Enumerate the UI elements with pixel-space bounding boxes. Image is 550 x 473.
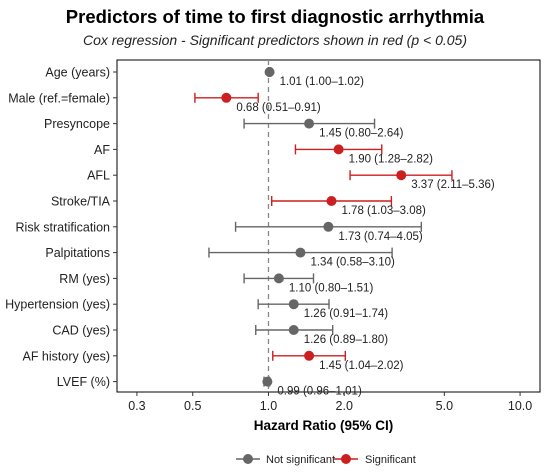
x-tick-label: 10.0: [508, 399, 532, 413]
hr-point: [288, 325, 299, 335]
hr-annotation: 1.26 (0.91–1.74): [304, 308, 389, 320]
hr-point: [304, 118, 315, 129]
hr-point: [295, 247, 306, 258]
hr-annotation: 1.45 (1.04–2.02): [319, 360, 404, 372]
x-tick-label: 5.0: [436, 399, 453, 413]
plot-panel-border: [116, 59, 541, 393]
x-tick-label: 2.0: [336, 399, 353, 413]
chart-subtitle: Cox regression - Significant predictors …: [82, 32, 467, 48]
hr-point: [304, 350, 315, 361]
hr-point: [262, 376, 273, 387]
y-tick-label: Palpitations: [45, 246, 110, 260]
hr-point: [264, 67, 275, 77]
hr-point: [273, 273, 284, 284]
hr-point: [323, 221, 334, 232]
y-tick-label: Stroke/TIA: [51, 195, 111, 209]
x-axis-title: Hazard Ratio (95% CI): [254, 418, 394, 433]
x-tick-label: 0.5: [184, 399, 201, 413]
y-tick-label: Presyncope: [44, 117, 110, 131]
legend-label-significant: Significant: [365, 454, 416, 466]
hr-annotation: 1.45 (0.80–2.64): [319, 128, 404, 140]
hr-point: [326, 196, 337, 206]
hr-annotation: 3.37 (2.11–5.36): [411, 179, 495, 191]
y-tick-label: AF: [94, 143, 110, 157]
hr-annotation: 0.99 (0.96–1.01): [277, 386, 362, 398]
y-tick-label: Risk stratification: [16, 220, 111, 234]
hr-annotation: 1.90 (1.28–2.82): [349, 153, 434, 165]
hr-point: [288, 299, 299, 310]
legend-marker-significant: [341, 454, 351, 464]
legend-marker-not-significant: [243, 454, 253, 464]
y-tick-label: CAD (yes): [52, 324, 110, 338]
hr-annotation: 1.10 (0.80–1.51): [289, 282, 374, 294]
y-tick-label: RM (yes): [59, 272, 110, 286]
y-tick-label: Male (ref.=female): [8, 91, 110, 105]
hr-annotation: 1.01 (1.00–1.02): [280, 76, 365, 88]
y-tick-label: Hypertension (yes): [5, 298, 110, 312]
x-tick-label: 0.3: [128, 399, 145, 413]
y-tick-label: AFL: [87, 169, 110, 183]
hr-point: [333, 144, 344, 155]
hr-annotation: 1.73 (0.74–4.05): [338, 231, 423, 243]
hr-point: [396, 170, 407, 181]
hr-annotation: 1.34 (0.58–3.10): [310, 257, 395, 269]
chart-title: Predictors of time to first diagnostic a…: [65, 6, 485, 27]
y-tick-label: Age (years): [45, 66, 110, 80]
hr-annotation: 1.26 (0.89–1.80): [304, 334, 389, 346]
hr-annotation: 0.68 (0.51–0.91): [236, 102, 321, 114]
x-tick-label: 1.0: [260, 399, 277, 413]
y-tick-label: AF history (yes): [22, 349, 110, 363]
y-tick-label: LVEF (%): [57, 375, 110, 389]
legend-label-not-significant: Not significant: [266, 454, 335, 466]
hr-annotation: 1.78 (1.03–3.08): [341, 205, 426, 217]
hr-point: [221, 92, 232, 103]
